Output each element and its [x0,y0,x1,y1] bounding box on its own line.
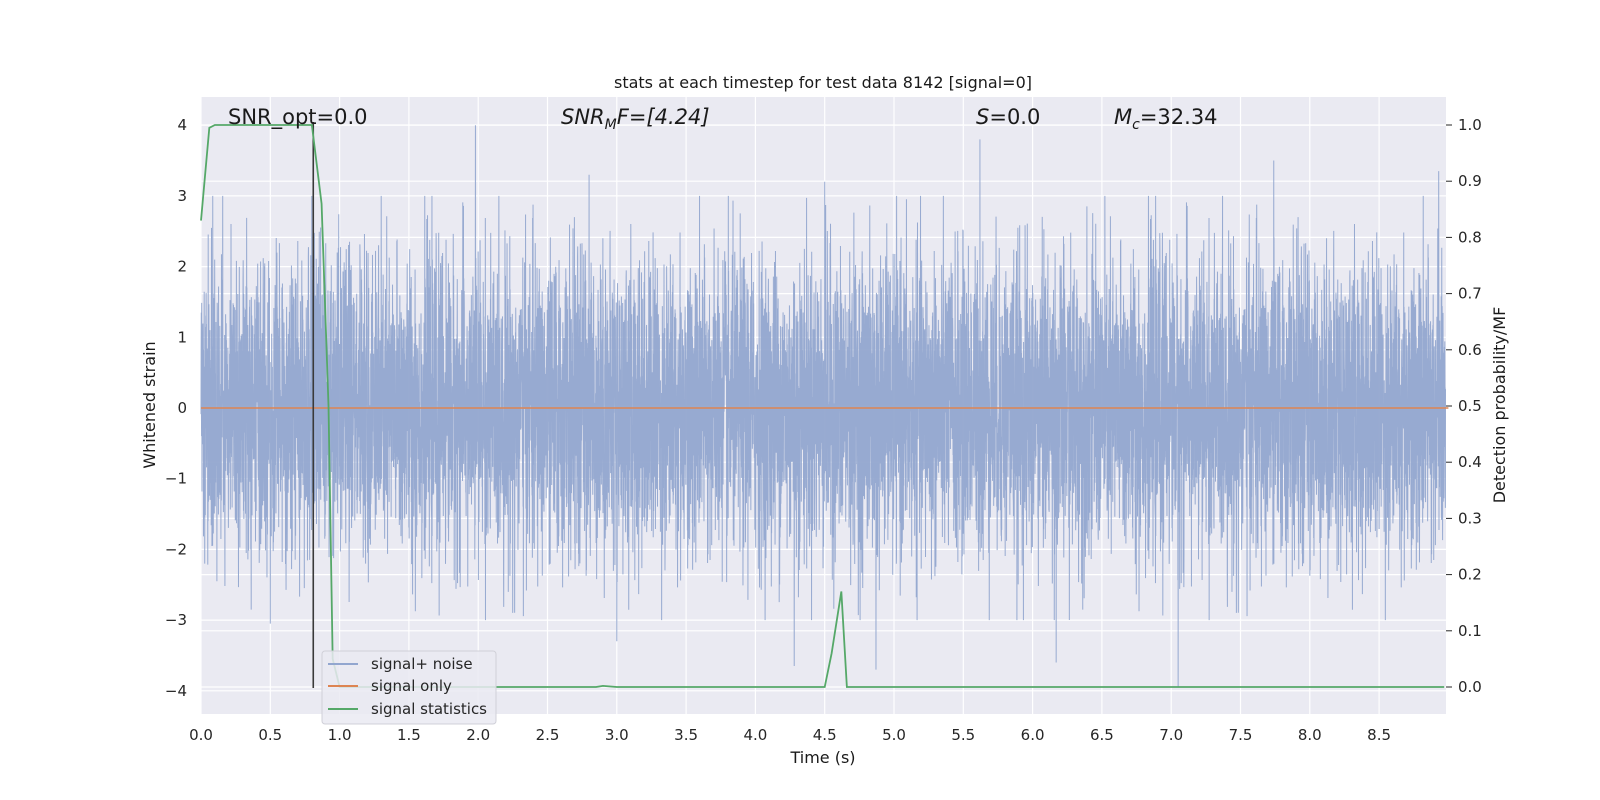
legend-label-signal-statistics: signal statistics [371,700,487,718]
legend: signal+ noise signal only signal statist… [321,650,497,725]
annotation-mc-var: M [1114,105,1132,129]
series-signal-noise [200,125,1446,688]
annotation-mc-sub: c [1132,117,1140,133]
annotation-mc-value: =32.34 [1140,105,1218,129]
signal-statistics-line [200,124,1445,688]
x-tick-label: 6.5 [1090,726,1114,744]
x-tick-label: 0.0 [189,726,213,744]
x-tick-label: 8.5 [1367,726,1391,744]
y-tick-label: 3 [177,187,187,205]
x-tick-label: 7.5 [1229,726,1253,744]
x-tick-label: 4.0 [743,726,767,744]
annotation-snr-opt: SNR_opt=0.0 [228,105,368,130]
series-lines [200,122,1449,688]
legend-label-signal-noise: signal+ noise [371,655,473,673]
signal-noise-trace [200,125,1446,688]
y2-tick-label: 0.1 [1458,622,1482,640]
annotation-snr-mf-base: SNR [561,105,605,129]
x-tick-label: 1.0 [328,726,352,744]
annotation-s-var: S [976,105,989,129]
y-axis-label: Whitened strain [140,341,159,468]
y2-axis-ticks: 1.0 0.9 0.8 0.7 0.6 0.5 0.4 0.3 0.2 0.1 0.0 [1446,116,1482,696]
x-tick-label: 2.5 [536,726,560,744]
y-axis-ticks: 4 3 2 1 0 −1 −2 −3 −4 [165,116,187,700]
y2-tick-label: 0.9 [1458,172,1482,190]
x-tick-label: 1.5 [397,726,421,744]
y-tick-label: 4 [177,116,187,134]
x-tick-label: 4.5 [813,726,837,744]
y2-tick-label: 0.5 [1458,397,1482,415]
y-tick-label: 2 [177,258,187,276]
y2-tick-label: 0.4 [1458,453,1482,471]
annotation-s: S=0.0 [976,105,1040,129]
y2-tick-label: 1.0 [1458,116,1482,134]
y-tick-label: −3 [165,611,187,629]
annotation-snr-mf: SNRMF=[4.24] [561,105,710,133]
x-axis-label: Time (s) [789,748,855,767]
y-tick-label: −2 [165,540,187,558]
chart-title: stats at each timestep for test data 814… [614,73,1032,92]
y2-tick-label: 0.3 [1458,509,1482,527]
y2-tick-label: 0.8 [1458,228,1482,246]
x-tick-label: 2.0 [466,726,490,744]
x-tick-label: 7.0 [1159,726,1183,744]
y2-tick-label: 0.6 [1458,341,1482,359]
y-tick-label: −4 [165,682,187,700]
y2-axis-label: Detection probability/MF [1490,307,1509,504]
annotation-mc: Mc=32.34 [1114,105,1218,133]
x-tick-label: 6.0 [1021,726,1045,744]
y-tick-label: −1 [165,470,187,488]
annotation-s-value: =0.0 [989,105,1040,129]
y-tick-label: 0 [177,399,187,417]
x-tick-label: 3.5 [674,726,698,744]
y2-tick-label: 0.2 [1458,566,1482,584]
annotation-snr-mf-sub: M [605,117,617,133]
x-tick-label: 5.0 [882,726,906,744]
y2-tick-label: 0.0 [1458,678,1482,696]
y2-tick-label: 0.7 [1458,285,1482,303]
x-tick-label: 5.5 [951,726,975,744]
legend-label-signal-only: signal only [371,677,452,695]
annotation-snr-mf-rest-f: F=[4.24] [617,105,710,129]
legend-box [321,650,497,725]
x-tick-label: 0.5 [258,726,282,744]
y-tick-label: 1 [177,328,187,346]
x-tick-label: 3.0 [605,726,629,744]
x-tick-label: 8.0 [1298,726,1322,744]
x-axis-ticks: 0.0 0.5 1.0 1.5 2.0 2.5 3.0 3.5 4.0 4.5 5.0 5.5 6.0 6… [189,726,1391,744]
